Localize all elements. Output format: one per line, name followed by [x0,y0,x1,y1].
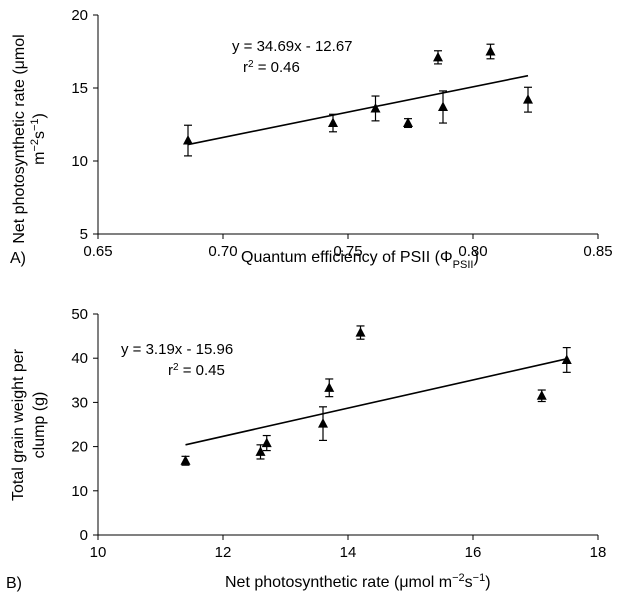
panel-b-x-tick-label: 10 [90,544,107,561]
panel-a-y-tick-label: 20 [71,7,88,24]
panel-b-x-tick-label: 12 [215,544,232,561]
panel-a-data-point [433,51,443,62]
panel-a-x-tick-label: 0.80 [458,243,487,260]
panel-b-data-point [180,455,191,465]
panel-b-data-point [261,437,272,448]
panel-b-y-axis-label-line1: Total grain weight per [10,348,27,501]
panel-b-y-tick-label: 10 [71,483,88,500]
panel-b-data-point [255,446,266,456]
panel-b-x-tick-label: 18 [590,544,607,561]
panel-a: 0.65 0.70 0.75 0.80 0.85 5 10 15 20 y = 34.69x -… [10,7,613,271]
panel-b-x-tick-label: 14 [340,544,357,561]
panel-b-y-tick-label: 20 [71,439,88,456]
panel-b-equation: y = 3.19x - 15.96 [121,341,233,358]
panel-b-trendline [185,358,567,446]
panel-b-label: B) [6,575,22,592]
panel-b-data-point [561,354,572,364]
panel-a-x-axis-label: Quantum efficiency of PSII (ΦPSII) [241,249,479,271]
panel-b-data-point [324,382,335,392]
panel-a-data-point [370,102,381,113]
panel-a-x-tick-label: 0.75 [333,243,362,260]
panel-b-x-axis-label: Net photosynthetic rate (μmol m−2s−1) [225,572,491,591]
panel-a-x-tick-label: 0.70 [208,243,237,260]
panel-a-ticks: 0.65 0.70 0.75 0.80 0.85 5 10 15 20 [71,7,612,260]
panel-a-trendline [187,74,529,146]
panel-a-y-axis-label-line2: m−2s−1) [29,113,48,165]
panel-a-y-tick-label: 15 [71,80,88,97]
panel-a-label: A) [10,250,26,267]
panel-b-y-tick-label: 50 [71,306,88,323]
panel-a-x-tick-label: 0.65 [83,243,112,260]
panel-a-data-point [523,94,533,104]
panel-a-data-point [328,117,338,128]
panel-b-y-tick-label: 40 [71,350,88,367]
panel-b-data-point [536,390,547,400]
panel-b-r-squared: r2 = 0.45 [168,362,225,380]
panel-a-y-axis-label-line1: Net photosynthetic rate (μmol [11,34,28,243]
panel-a-equation: y = 34.69x - 12.67 [232,38,353,55]
panel-a-data-point [438,101,448,111]
panel-b-x-tick-label: 16 [465,544,482,561]
panel-a-data-point [485,46,496,56]
panel-a-y-tick-label: 5 [80,226,88,243]
panel-a-marks [183,43,533,157]
panel-a-data-point [183,135,193,145]
panel-a-x-tick-label: 0.85 [583,243,612,260]
panel-a-r-squared: r2 = 0.46 [243,59,300,77]
panel-b-data-point [318,418,328,428]
panel-b-data-point [355,327,366,337]
panel-b-y-tick-label: 0 [80,527,88,544]
panel-b-y-axis-label-line2: clump (g) [31,392,48,459]
panel-a-y-tick-label: 10 [71,153,88,170]
panel-b-marks [180,325,572,466]
panel-a-data-point [403,117,413,128]
panel-b-y-tick-label: 30 [71,394,88,411]
